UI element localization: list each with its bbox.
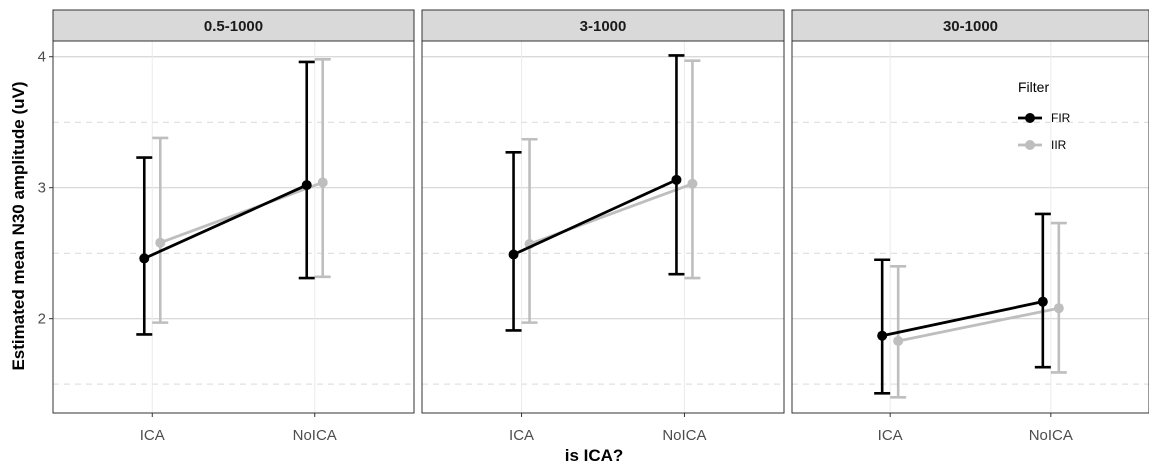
legend-label: IIR <box>1051 138 1067 152</box>
series-iir-panel-1 <box>152 58 331 324</box>
data-point <box>155 237 166 248</box>
x-tick-label: ICA <box>509 427 534 444</box>
data-point <box>508 249 519 260</box>
facet-strip-label: 0.5-1000 <box>204 18 263 35</box>
facet-strip-label: 3-1000 <box>580 18 627 35</box>
x-axis-title: is ICA? <box>565 446 624 465</box>
series-fir-panel-1 <box>136 60 315 336</box>
y-tick-label: 4 <box>38 49 46 66</box>
series-line <box>159 181 324 245</box>
plot-background <box>53 41 414 413</box>
data-point <box>671 174 682 185</box>
plot-background <box>792 41 1149 413</box>
x-tick-label: ICA <box>878 427 903 444</box>
data-point <box>687 178 698 189</box>
legend-key-point <box>1025 140 1035 150</box>
data-point <box>877 330 888 341</box>
data-point <box>1037 296 1048 307</box>
legend-key-point <box>1025 113 1035 123</box>
facet-panel-3: 30-1000 <box>791 9 1149 413</box>
panel-border <box>52 40 415 414</box>
x-tick-label: NoICA <box>293 427 337 444</box>
panel-border <box>791 40 1149 414</box>
data-point <box>1053 303 1064 314</box>
facet-strip-label: 30-1000 <box>943 18 998 35</box>
y-axis-title: Estimated mean N30 amplitude (uV) <box>9 81 28 370</box>
facet-strip <box>52 9 415 42</box>
panel-border <box>421 40 785 414</box>
facet-panel-1: 0.5-1000 <box>52 9 415 413</box>
facet-panel-2: 3-1000 <box>421 9 785 413</box>
data-point <box>317 177 328 188</box>
x-tick-label: NoICA <box>662 427 706 444</box>
series-iir-panel-3 <box>890 221 1067 399</box>
series-fir-panel-3 <box>874 212 1051 395</box>
data-point <box>139 253 150 264</box>
series-fir-panel-2 <box>505 54 685 332</box>
data-point <box>893 335 904 346</box>
marks-layer <box>136 54 1067 399</box>
y-tick-label: 2 <box>38 311 46 328</box>
legend-title: Filter <box>1018 79 1049 95</box>
panels-layer: 0.5-1000 3-1000 30-1000 <box>52 9 1149 413</box>
facet-strip <box>791 9 1149 42</box>
x-tick-label: ICA <box>140 427 165 444</box>
y-axis: 2 3 4 <box>38 49 53 328</box>
data-point <box>301 180 312 191</box>
legend-label: FIR <box>1051 111 1071 125</box>
series-line <box>881 300 1044 338</box>
x-axis: ICA NoICA ICA NoICA ICA NoICA <box>140 413 1073 444</box>
x-tick-label: NoICA <box>1029 427 1073 444</box>
series-line <box>512 178 678 256</box>
series-line <box>897 306 1060 343</box>
legend: Filter FIR IIR <box>1018 79 1071 152</box>
y-tick-label: 3 <box>38 180 46 197</box>
series-line <box>143 183 308 260</box>
plot-background <box>422 41 784 413</box>
